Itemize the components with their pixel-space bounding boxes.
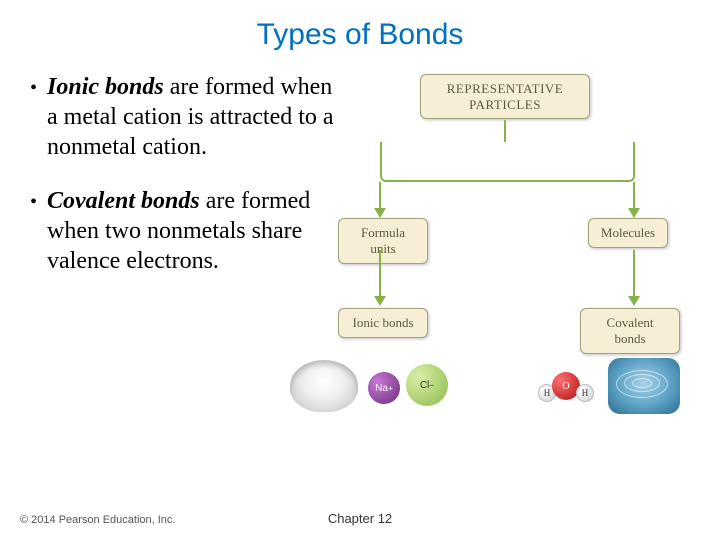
salt-pile-icon	[290, 360, 358, 412]
hydrogen-atom-icon: H	[576, 384, 594, 402]
connector-stem	[504, 120, 506, 142]
na-charge: +	[388, 383, 393, 393]
node-formula-units: Formula units	[338, 218, 428, 264]
connector-bracket	[380, 142, 635, 182]
root-label-line2: PARTICLES	[431, 97, 579, 113]
cl-charge: −	[429, 380, 434, 390]
arrow-line	[633, 250, 635, 298]
bullet-ionic: • Ionic bonds are formed when a metal ca…	[30, 72, 340, 162]
ionic-term: Ionic bonds	[47, 74, 164, 100]
bullet-covalent: • Covalent bonds are formed when two non…	[30, 186, 340, 276]
sodium-ion-icon: Na+	[368, 372, 400, 404]
content-row: • Ionic bonds are formed when a metal ca…	[0, 72, 720, 432]
arrow-head-icon	[628, 296, 640, 306]
bullet-text: Ionic bonds are formed when a metal cati…	[47, 72, 340, 162]
arrow-head-icon	[628, 208, 640, 218]
node-ionic-bonds: Ionic bonds	[338, 308, 428, 338]
ripple-ring-icon	[616, 370, 668, 398]
arrow-head-icon	[374, 296, 386, 306]
covalent-term: Covalent bonds	[47, 188, 200, 214]
root-label-line1: REPRESENTATIVE	[431, 81, 579, 97]
bullet-dot: •	[30, 72, 47, 162]
arrow-line	[379, 182, 381, 210]
arrow-line	[633, 182, 635, 210]
slide-title: Types of Bonds	[0, 0, 720, 72]
water-molecule-icon: H O H	[538, 366, 598, 408]
chloride-ion-icon: Cl−	[406, 364, 448, 406]
node-representative-particles: REPRESENTATIVE PARTICLES	[420, 74, 590, 119]
bullet-text: Covalent bonds are formed when two nonme…	[47, 186, 340, 276]
node-covalent-bonds: Covalent bonds	[580, 308, 680, 354]
water-ripple-icon	[608, 358, 680, 414]
arrow-line	[379, 250, 381, 298]
illustration-row: Na+ Cl− H O H	[290, 352, 720, 432]
cl-label: Cl	[420, 380, 429, 391]
na-label: Na	[375, 383, 388, 394]
copyright-text: © 2014 Pearson Education, Inc.	[20, 514, 175, 526]
flowchart: REPRESENTATIVE PARTICLES Formula units M…	[340, 72, 700, 432]
arrow-head-icon	[374, 208, 386, 218]
node-molecules: Molecules	[588, 218, 668, 248]
bullet-dot: •	[30, 186, 47, 276]
